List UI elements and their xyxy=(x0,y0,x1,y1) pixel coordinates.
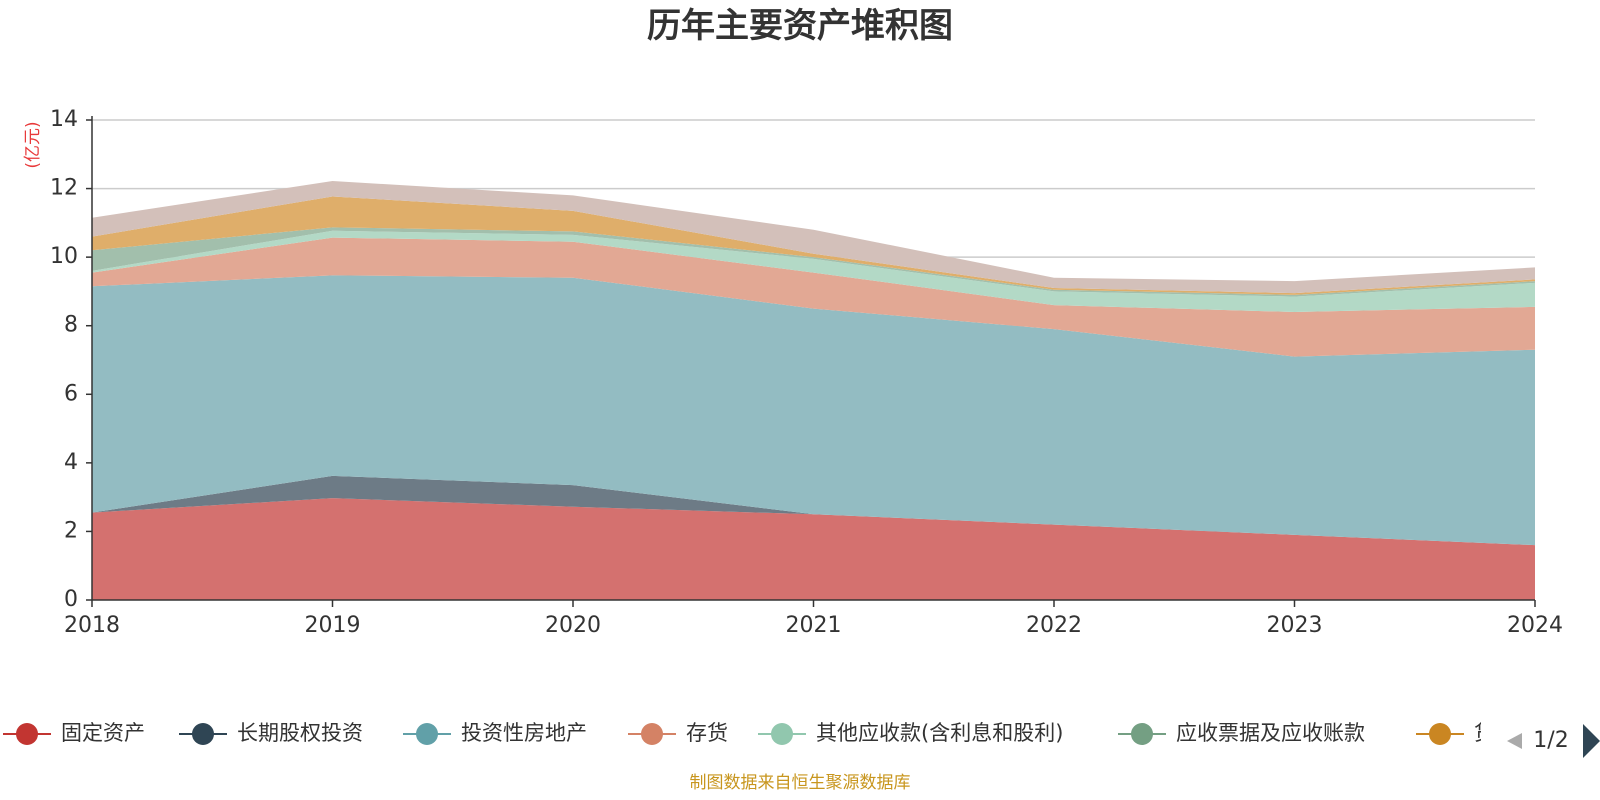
legend-marker-icon xyxy=(1429,723,1451,745)
legend-item-1[interactable]: 长期股权投资 xyxy=(179,721,363,745)
legend-pager: 1/2 xyxy=(1507,724,1600,758)
y-axis-unit: (亿元) xyxy=(23,121,43,168)
legend-marker-icon xyxy=(771,723,793,745)
legend-marker-icon xyxy=(416,723,438,745)
y-tick-label: 0 xyxy=(64,587,78,612)
data-source-note: 制图数据来自恒生聚源数据库 xyxy=(690,773,911,793)
legend-item-3[interactable]: 存货 xyxy=(628,721,728,745)
legend-marker-icon xyxy=(192,723,214,745)
legend-marker-icon xyxy=(1131,723,1153,745)
legend-label: 应收票据及应收账款 xyxy=(1176,721,1365,745)
y-tick-label: 12 xyxy=(50,176,78,201)
legend: 固定资产 长期股权投资 投资性房地产 存货 其他应收款(含利息和股利) 应收票据及应收账款… xyxy=(3,721,1495,745)
legend-label: 存货 xyxy=(686,721,728,745)
series-area-4 xyxy=(92,230,1535,312)
series-area-2 xyxy=(92,275,1535,546)
y-tick-label: 4 xyxy=(64,450,78,475)
chart-title: 历年主要资产堆积图 xyxy=(647,6,953,46)
legend-label: 长期股权投资 xyxy=(237,721,363,745)
legend-item-4[interactable]: 其他应收款(含利息和股利) xyxy=(758,721,1063,745)
legend-marker-icon xyxy=(16,723,38,745)
legend-next-page-icon[interactable] xyxy=(1583,724,1600,758)
legend-item-2[interactable]: 投资性房地产 xyxy=(403,721,587,745)
legend-label: 投资性房地产 xyxy=(461,721,587,745)
y-tick-label: 6 xyxy=(64,381,78,406)
series-area-1 xyxy=(92,475,1535,546)
y-tick-label: 14 xyxy=(50,107,78,132)
legend-item-6[interactable]: 货 xyxy=(1416,721,1495,745)
series-area-7 xyxy=(92,181,1535,294)
x-tick-label: 2023 xyxy=(1267,613,1323,638)
legend-prev-page-icon[interactable] xyxy=(1507,733,1522,749)
x-tick-label: 2020 xyxy=(545,613,601,638)
y-tick-label: 10 xyxy=(50,244,78,269)
x-tick-label: 2019 xyxy=(305,613,361,638)
series-area-5 xyxy=(92,227,1535,297)
legend-marker-icon xyxy=(641,723,663,745)
y-tick-label: 8 xyxy=(64,313,78,338)
series-area-3 xyxy=(92,237,1535,357)
tick-labels: 0 2 4 6 8 10 12 14 2018 2019 2020 2021 2022 2023 2024 xyxy=(50,107,1563,638)
legend-label: 其他应收款(含利息和股利) xyxy=(816,721,1063,745)
series-area-6 xyxy=(92,196,1535,295)
series-areas xyxy=(92,181,1535,600)
legend-item-0[interactable]: 固定资产 xyxy=(3,721,145,745)
x-tick-label: 2018 xyxy=(64,613,120,638)
legend-page-indicator: 1/2 xyxy=(1533,728,1568,753)
axes xyxy=(86,116,1536,607)
y-tick-label: 2 xyxy=(64,518,78,543)
x-tick-label: 2021 xyxy=(786,613,842,638)
legend-label: 货 xyxy=(1474,721,1495,745)
legend-item-5[interactable]: 应收票据及应收账款 xyxy=(1118,721,1365,745)
x-tick-label: 2022 xyxy=(1026,613,1082,638)
legend-label: 固定资产 xyxy=(61,721,145,745)
series-area-0 xyxy=(92,498,1535,600)
x-tick-label: 2024 xyxy=(1507,613,1563,638)
